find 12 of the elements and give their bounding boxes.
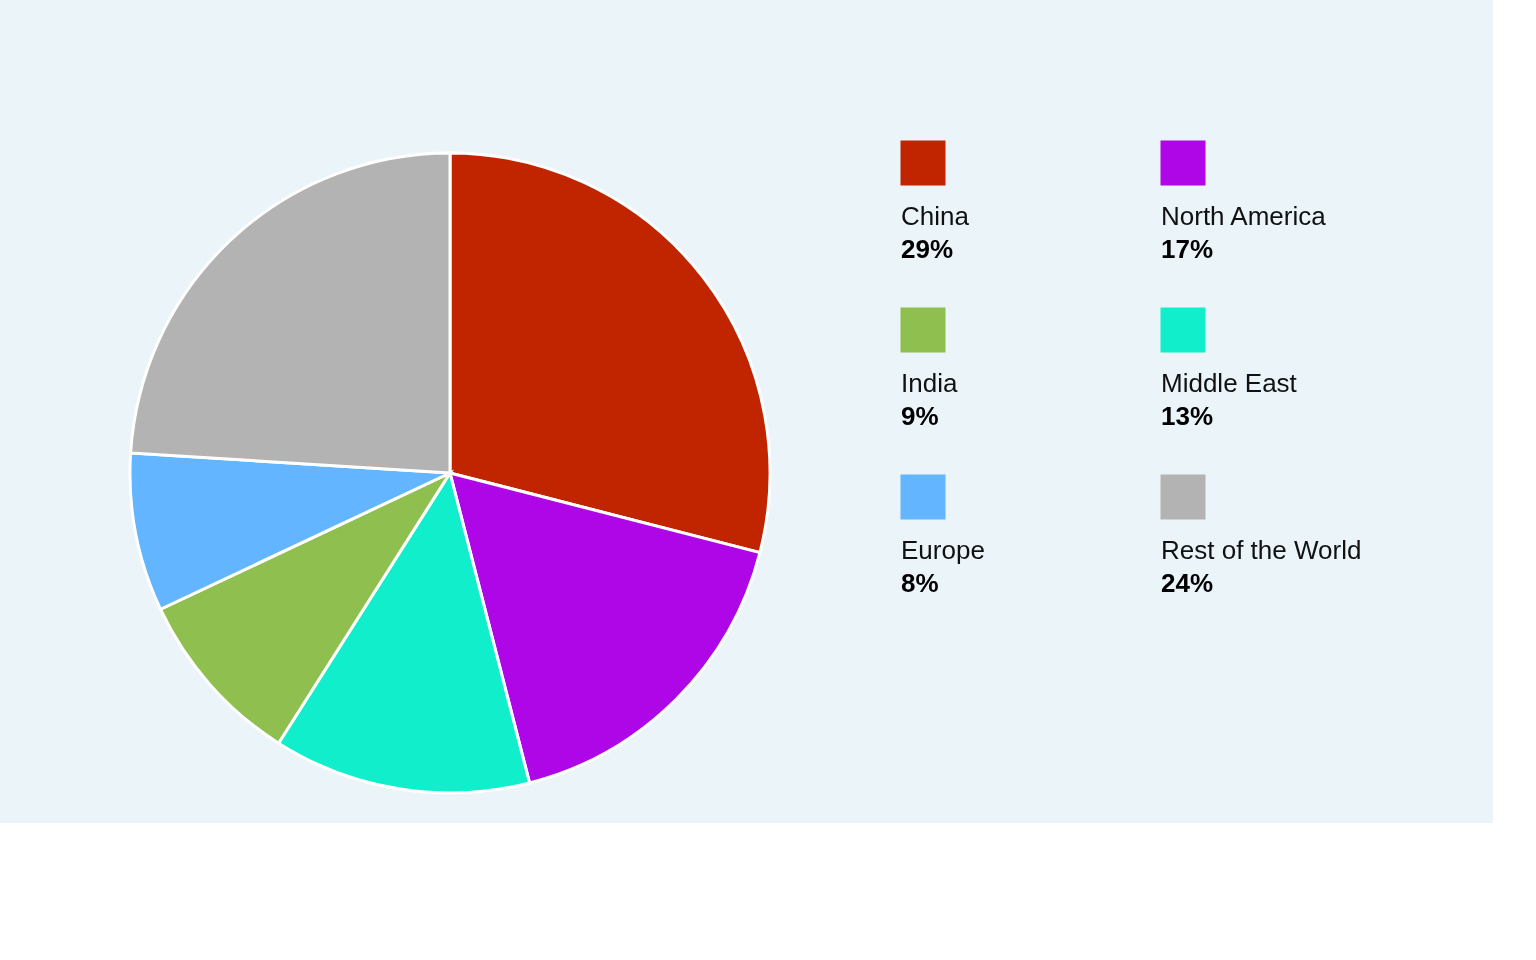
data-label: 9%	[901, 401, 939, 431]
legend-label: Europe	[901, 535, 985, 565]
legend-label: North America	[1161, 201, 1327, 231]
data-label: 13%	[1161, 401, 1214, 431]
data-label: 8%	[901, 568, 939, 598]
legend-label: Middle East	[1161, 368, 1298, 398]
data-label: 17%	[1161, 234, 1214, 264]
data-label: 24%	[1161, 568, 1214, 598]
legend-label: China	[901, 201, 970, 231]
data-label: 29%	[901, 234, 954, 264]
legend-label: Rest of the World	[1161, 535, 1362, 565]
legend-label: India	[901, 368, 958, 398]
